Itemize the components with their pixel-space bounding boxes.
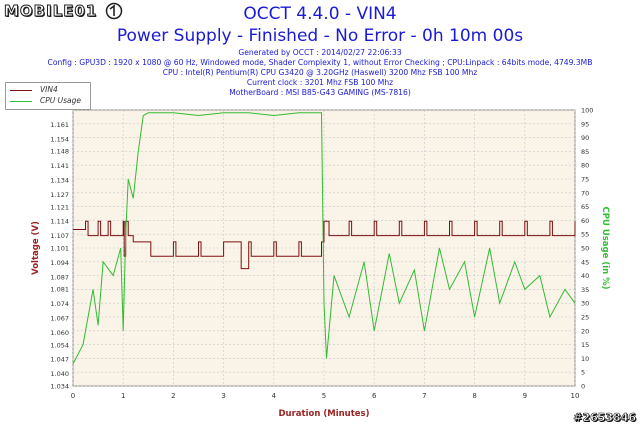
x-tick-label: 0	[71, 392, 75, 400]
y-right-tick-label: 70	[581, 189, 589, 197]
y-left-tick-label: 1.034	[50, 383, 69, 391]
x-axis-label: Duration (Minutes)	[279, 409, 370, 419]
y-right-tick-label: 45	[581, 258, 589, 266]
legend-swatch-vin4	[10, 90, 32, 91]
logo-icon	[105, 2, 123, 20]
y-right-tick-label: 0	[581, 383, 585, 391]
y-right-tick-label: 95	[581, 120, 589, 128]
x-tick-label: 1	[121, 392, 125, 400]
y-left-tick-label: 1.121	[50, 203, 69, 211]
legend-item-vin4: VIN4	[10, 85, 90, 95]
info-generated: Generated by OCCT : 2014/02/27 22:06:33	[238, 48, 402, 57]
y-left-axis-label: Voltage (V)	[31, 221, 41, 275]
plot-area	[72, 109, 576, 387]
x-tick-label: 7	[422, 392, 426, 400]
y-left-tick-label: 1.067	[50, 315, 69, 323]
y-right-tick-label: 40	[581, 272, 589, 280]
y-left-tick-label: 1.161	[50, 121, 69, 129]
vin4-line	[73, 220, 576, 270]
chart-legend: VIN4 CPU Usage	[5, 82, 91, 110]
info-clock: Current clock : 3201 Mhz FSB 100 Mhz	[246, 78, 394, 87]
x-tick-label: 2	[171, 392, 175, 400]
y-right-tick-label: 60	[581, 217, 589, 225]
y-left-tick-label: 1.040	[50, 370, 69, 378]
y-right-tick-label: 20	[581, 327, 589, 335]
y-left-tick-label: 1.054	[50, 341, 69, 349]
watermark: #2653846	[573, 411, 636, 425]
chart-subtitle: Power Supply - Finished - No Error - 0h …	[116, 26, 524, 46]
y-right-tick-label: 50	[581, 245, 589, 253]
y-right-tick-label: 55	[581, 231, 589, 239]
x-tick-label: 5	[322, 392, 326, 400]
x-tick-label: 6	[372, 392, 377, 400]
y-left-tick-label: 1.101	[50, 245, 69, 253]
y-right-tick-label: 10	[581, 355, 589, 363]
y-right-tick-label: 85	[581, 148, 589, 156]
y-left-tick-label: 1.114	[50, 218, 69, 226]
y-right-tick-label: 35	[581, 286, 589, 294]
y-left-tick-label: 1.094	[50, 259, 69, 267]
info-cpu: CPU : Intel(R) Pentium(R) CPU G3420 @ 3.…	[162, 68, 478, 77]
info-config: Config : GPU3D : 1920 x 1080 @ 60 Hz, Wi…	[47, 58, 593, 67]
legend-label-vin4: VIN4	[40, 85, 58, 94]
y-right-tick-label: 15	[581, 341, 589, 349]
y-right-tick-label: 30	[581, 300, 589, 308]
y-right-tick-label: 100	[581, 107, 593, 115]
legend-swatch-cpu-usage	[10, 101, 32, 102]
y-left-tick-label: 1.141	[50, 162, 69, 170]
info-motherboard: MotherBoard : MSI B85-G43 GAMING (MS-781…	[229, 88, 411, 97]
chart-title: OCCT 4.4.0 - VIN4	[243, 4, 397, 24]
y-left-tick-label: 1.134	[50, 177, 69, 185]
cpu-usage-line	[72, 112, 576, 365]
y-right-tick-label: 75	[581, 176, 589, 184]
x-tick-label: 8	[472, 392, 476, 400]
y-right-tick-label: 25	[581, 314, 589, 322]
y-left-tick-label: 1.127	[50, 191, 69, 199]
y-right-tick-label: 65	[581, 203, 589, 211]
y-left-tick-label: 1.087	[50, 273, 69, 281]
x-tick-label: 3	[221, 392, 225, 400]
y-right-axis-label: CPU Usage (in %)	[600, 206, 610, 289]
y-left-tick-label: 1.081	[50, 286, 69, 294]
legend-item-cpu-usage: CPU Usage	[10, 96, 90, 106]
x-tick-label: 9	[523, 392, 527, 400]
mobile01-logo: MOBILE01	[3, 2, 98, 21]
y-left-tick-label: 1.074	[50, 300, 69, 308]
y-right-tick-label: 80	[581, 162, 589, 170]
y-left-tick-label: 1.060	[50, 329, 69, 337]
y-right-tick-label: 90	[581, 134, 589, 142]
y-left-tick-label: 1.107	[50, 232, 69, 240]
x-tick-label: 10	[571, 392, 580, 400]
legend-label-cpu-usage: CPU Usage	[40, 96, 82, 105]
y-left-tick-label: 1.148	[50, 148, 69, 156]
y-left-tick-label: 1.154	[50, 135, 69, 143]
y-right-tick-label: 5	[581, 369, 585, 377]
y-left-tick-label: 1.047	[50, 356, 69, 364]
x-tick-label: 4	[272, 392, 277, 400]
